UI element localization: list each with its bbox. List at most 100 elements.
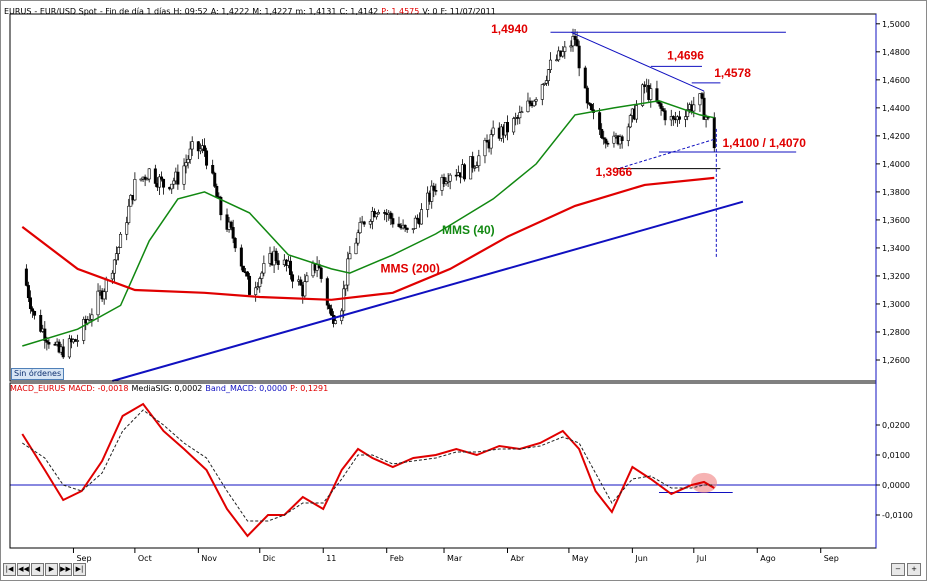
candle-body — [117, 247, 121, 254]
candle-body — [147, 168, 151, 180]
price-panel: 1,4940 1,4696 1,4578 1,4100 / 1,4070 1,3966 M… — [21, 22, 806, 382]
period-label: - Fin de día 1 días — [99, 6, 171, 16]
annotation-14940: 1,4940 — [491, 22, 528, 36]
price-y-tick-label: 1,3400 — [882, 244, 910, 253]
x-tick-label: Mar — [447, 554, 463, 563]
candle-body — [172, 180, 176, 185]
candle-body — [602, 137, 606, 140]
candle-body — [186, 158, 190, 163]
candle-body — [153, 168, 157, 184]
candle-body — [229, 221, 233, 228]
open-label: A: 1,4222 — [210, 6, 250, 16]
candle-body — [88, 319, 92, 321]
price-y-tick-label: 1,4400 — [882, 104, 910, 113]
close-label: C: 1,4142 — [339, 6, 379, 16]
prev-icon[interactable]: ◀ — [31, 563, 44, 576]
annotation-14696: 1,4696 — [667, 49, 704, 63]
candle-body — [671, 116, 675, 119]
candle-body — [245, 271, 249, 277]
candle-body — [90, 314, 94, 320]
instrument-name: - EUR/USD Spot — [34, 6, 97, 16]
candle-body — [641, 84, 645, 106]
signal-value: MediaSIG: 0,0002 — [131, 384, 203, 393]
mms40-label: MMS (40) — [442, 223, 495, 237]
candle-body — [129, 195, 133, 207]
candle-body — [325, 278, 329, 306]
candle-body — [473, 166, 477, 169]
candle-body — [448, 174, 452, 182]
next-page-icon[interactable]: ▶▶ — [59, 563, 72, 576]
zoom-out-icon[interactable]: − — [891, 563, 905, 576]
candle-body — [698, 93, 702, 106]
candle-body — [475, 165, 479, 168]
candle-body — [348, 253, 352, 260]
price-y-tick-label: 1,3000 — [882, 300, 910, 309]
candle-body — [520, 111, 524, 114]
x-tick-label: Oct — [138, 554, 152, 563]
candle-body — [573, 36, 577, 40]
candle-body — [403, 224, 407, 229]
candle-body — [305, 275, 309, 282]
macd-value: MACD: -0,0018 — [68, 384, 129, 393]
candle-body — [512, 118, 516, 133]
candle-body — [589, 104, 593, 111]
candle-body — [432, 185, 436, 191]
x-tick-label: Sep — [824, 554, 839, 563]
candle-body — [33, 310, 37, 316]
band-value: Band_MACD: 0,0000 — [205, 384, 288, 393]
candle-body — [110, 272, 114, 280]
candle-body — [532, 100, 536, 107]
macd-p-value: P: 0,1291 — [290, 384, 329, 393]
candle-body — [170, 183, 174, 190]
candle-body — [577, 45, 581, 69]
candle-body — [702, 97, 706, 120]
candle-body — [563, 46, 567, 52]
orders-badge[interactable]: Sin órdenes — [11, 368, 65, 380]
candle-body — [413, 217, 417, 229]
price-y-tick-label: 1,3200 — [882, 272, 910, 281]
annotation-13966: 1,3966 — [596, 165, 633, 179]
candle-body — [260, 272, 264, 279]
zoom-controls: − + — [891, 563, 921, 576]
candle-body — [555, 59, 559, 62]
candle-body — [184, 162, 188, 167]
candle-body — [215, 185, 219, 197]
candle-body — [145, 178, 149, 181]
candle-body — [205, 150, 209, 166]
candle-body — [274, 250, 278, 261]
price-y-tick-label: 1,3600 — [882, 216, 910, 225]
last-icon[interactable]: ▶| — [73, 563, 86, 576]
x-tick-label: Nov — [201, 554, 217, 563]
candle-body — [612, 135, 616, 144]
candle-body — [561, 51, 565, 57]
candle-body — [544, 80, 548, 84]
candle-body — [127, 205, 131, 224]
candle-body — [600, 129, 604, 138]
candle-body — [133, 179, 137, 201]
navigation-bar: |◀ ◀◀ ◀ ▶ ▶▶ ▶| — [3, 563, 86, 577]
candle-body — [112, 259, 116, 274]
candle-body — [329, 308, 333, 316]
next-icon[interactable]: ▶ — [45, 563, 58, 576]
candle-body — [39, 315, 43, 332]
candle-body — [663, 110, 667, 121]
candle-body — [231, 227, 235, 239]
candle-body — [454, 174, 458, 177]
candle-body — [485, 140, 489, 143]
price-y-tick-label: 1,4600 — [882, 76, 910, 85]
prev-page-icon[interactable]: ◀◀ — [17, 563, 30, 576]
candle-body — [162, 178, 166, 188]
candle-body — [583, 67, 587, 89]
candle-body — [334, 320, 338, 324]
candle-body — [655, 88, 659, 103]
mms200-label: MMS (200) — [381, 261, 440, 275]
candle-body — [430, 185, 434, 202]
zoom-in-icon[interactable]: + — [907, 563, 921, 576]
first-icon[interactable]: |◀ — [3, 563, 16, 576]
candle-body — [420, 209, 424, 225]
x-tick-label: 11 — [326, 554, 336, 563]
candle-body — [327, 304, 331, 310]
candle-body — [299, 279, 303, 286]
mms40-line — [22, 100, 715, 347]
candle-body — [276, 260, 280, 265]
